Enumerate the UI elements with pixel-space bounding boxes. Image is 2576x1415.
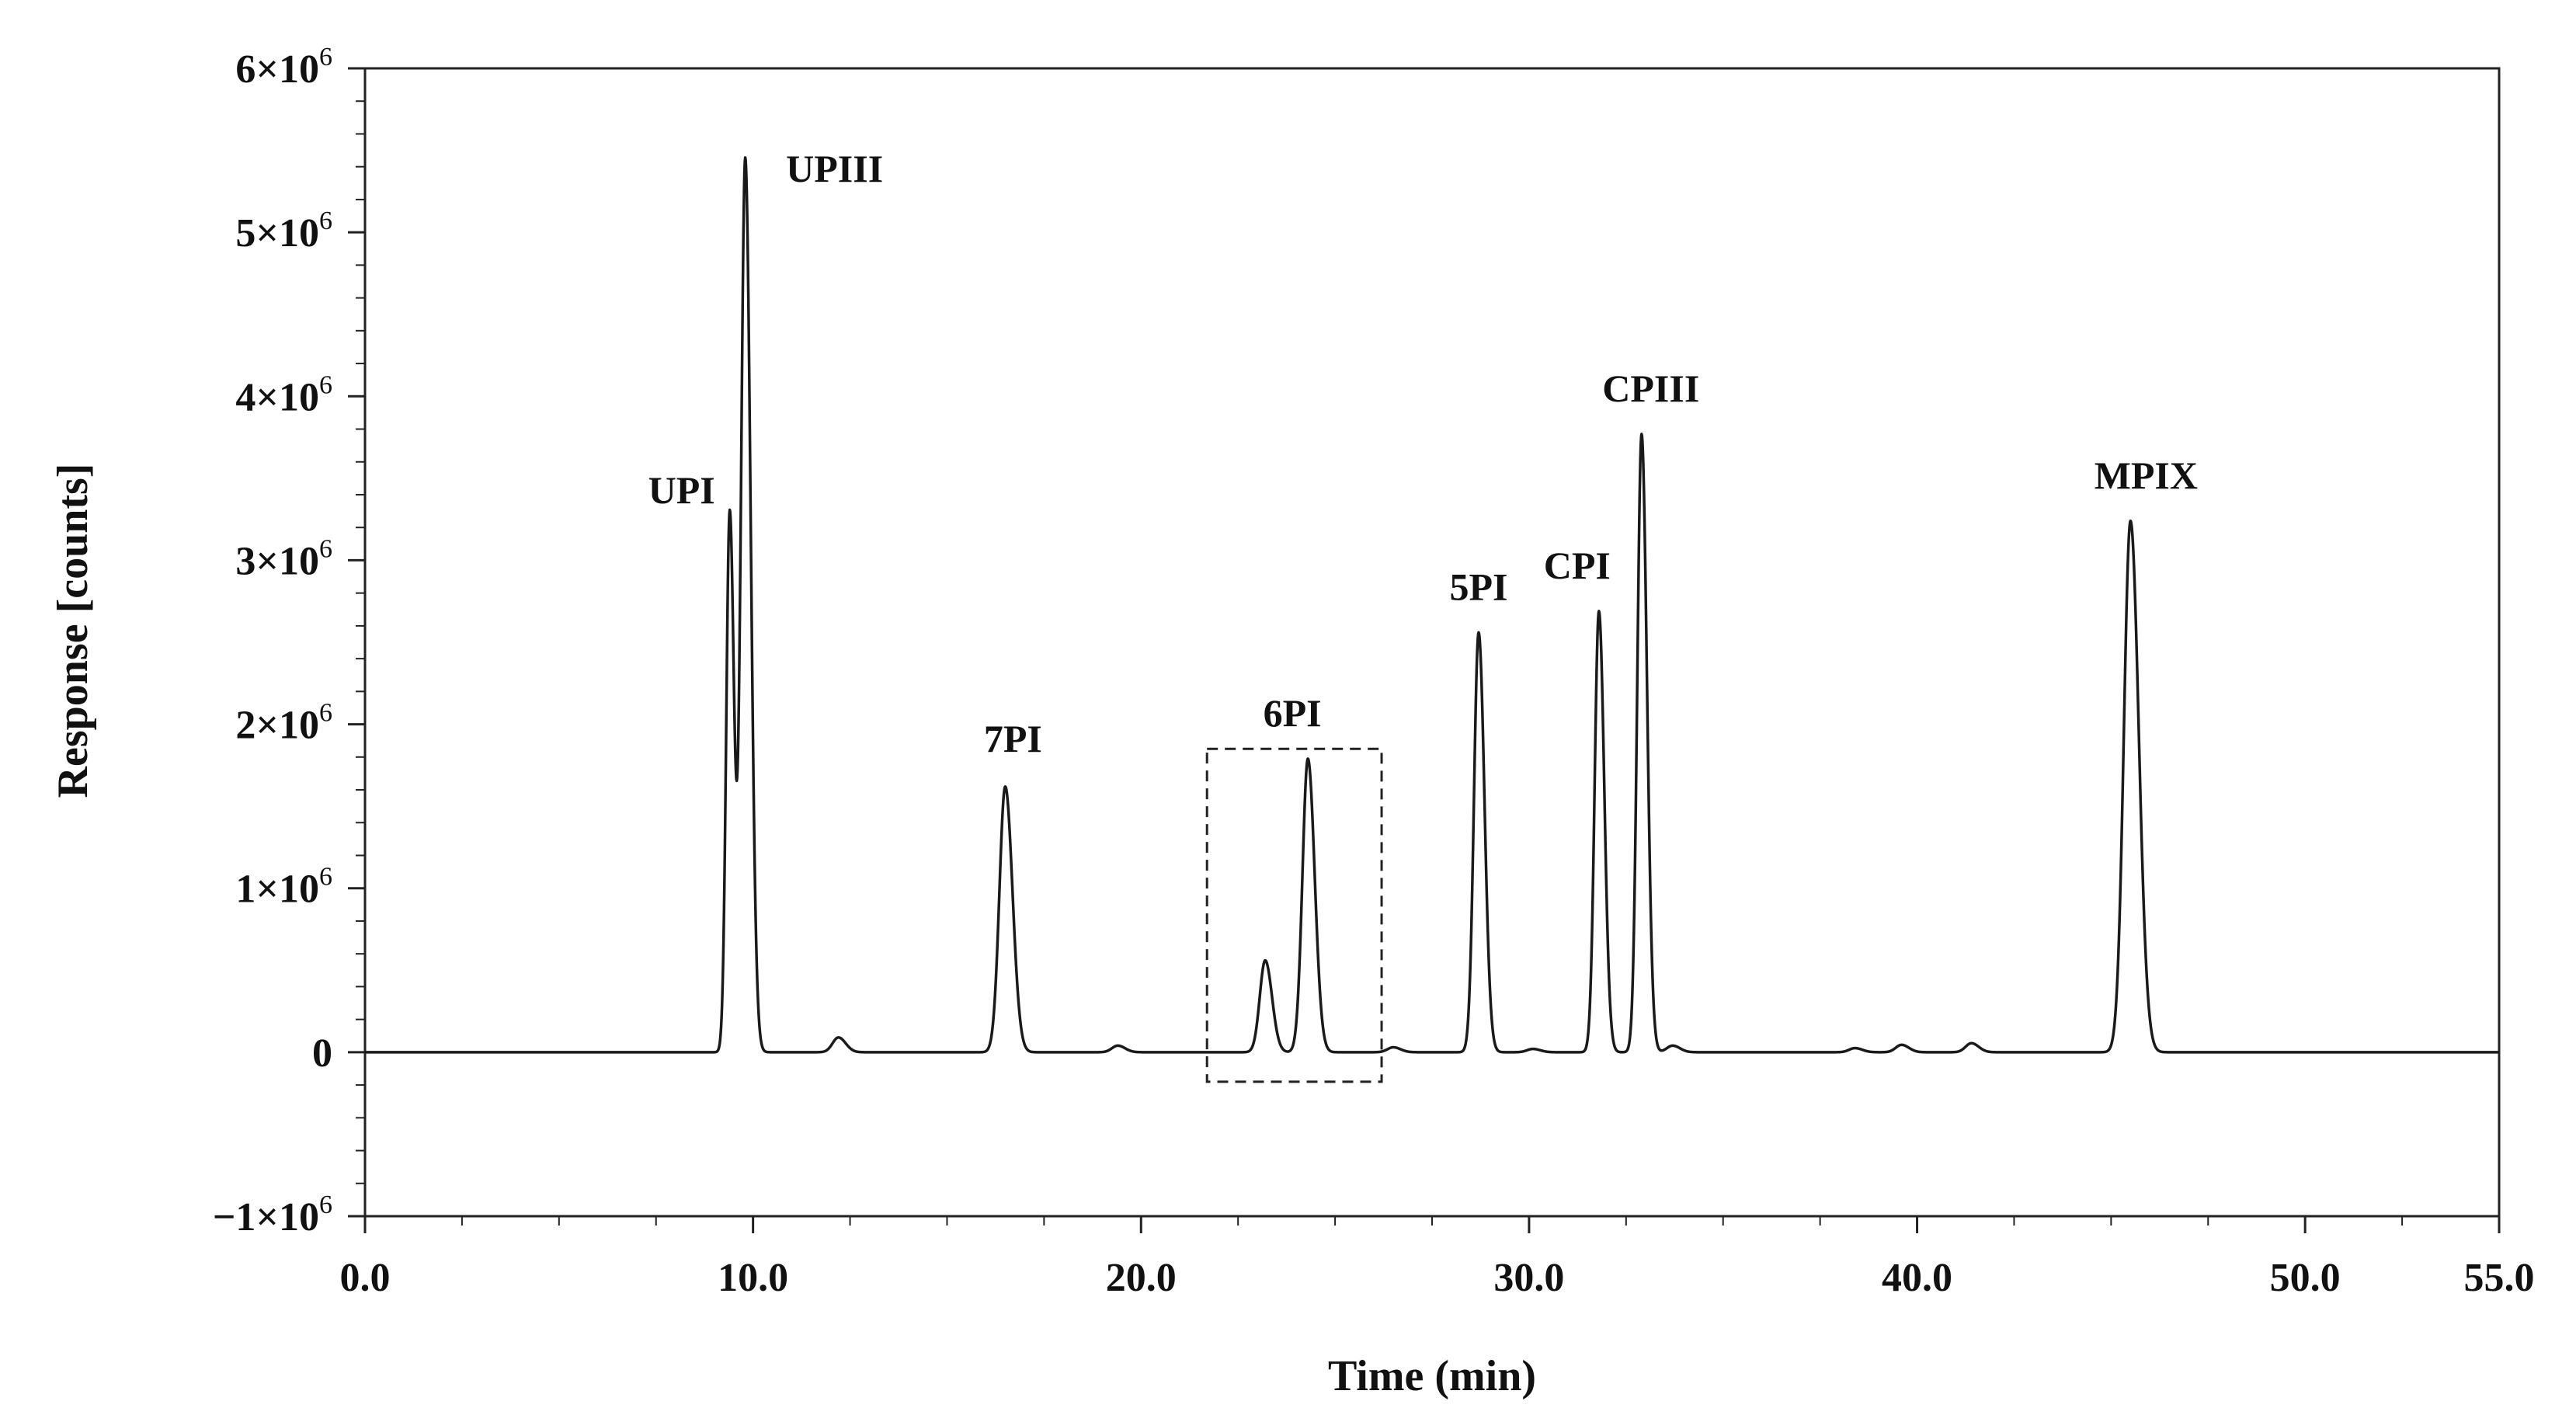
highlight-box	[1205, 747, 1383, 1083]
major-ticks	[348, 67, 2501, 1233]
y-tick-label: 3×106	[235, 534, 332, 583]
x-tick-label: 30.0	[1493, 1256, 1564, 1300]
y-tick-exponent: 6	[319, 207, 332, 235]
x-tick-label: 20.0	[1106, 1256, 1177, 1300]
y-tick-label: 5×106	[235, 207, 332, 256]
y-tick-exponent: 6	[319, 863, 332, 892]
x-tick-labels: 0.0 10.0 20.0 30.0 40.0 50.0 55.0	[340, 1256, 2535, 1300]
x-tick-label: 55.0	[2464, 1256, 2535, 1300]
x-tick-label: 50.0	[2270, 1256, 2341, 1300]
y-tick-label: −1×106	[213, 1191, 332, 1239]
peak-label-upi: UPI	[648, 468, 715, 512]
y-tick-exponent: 6	[319, 534, 332, 563]
y-tick-exponent: 6	[319, 699, 332, 728]
peak-label-upiii: UPIII	[786, 147, 883, 190]
peak-label-mpix: MPIX	[2095, 454, 2198, 497]
y-tick-label: 1×106	[235, 863, 332, 912]
peak-label-6pi: 6PI	[1264, 691, 1322, 735]
y-tick-exponent: 6	[319, 370, 332, 399]
y-tick-label: 4×106	[235, 370, 332, 419]
peak-label-cpi: CPI	[1544, 544, 1611, 587]
y-tick-label: 0	[312, 1031, 332, 1076]
x-tick-label: 40.0	[1882, 1256, 1952, 1300]
peak-label-cpiii: CPIII	[1602, 367, 1699, 410]
y-axis-title: Response [counts]	[49, 464, 97, 798]
x-axis-title: Time (min)	[1328, 1352, 1536, 1400]
x-tick-label: 0.0	[340, 1256, 391, 1300]
chromatogram-trace	[363, 156, 2501, 1054]
y-tick-exponent: 6	[319, 1191, 332, 1219]
y-tick-label: 2×106	[235, 699, 332, 748]
peak-label-5pi: 5PI	[1449, 565, 1507, 608]
peak-label-7pi: 7PI	[984, 717, 1042, 760]
x-tick-label: 10.0	[718, 1256, 788, 1300]
y-tick-exponent: 6	[319, 43, 332, 71]
plot-frame	[363, 67, 2501, 1218]
y-tick-labels: 6×106 5×106 4×106 3×106 2×106 1×106 0 −1×106	[213, 43, 332, 1239]
peak-labels: UPI UPIII 7PI 6PI 5PI CPI CPIII MPIX	[648, 147, 2198, 760]
y-tick-label: 6×106	[235, 43, 332, 92]
